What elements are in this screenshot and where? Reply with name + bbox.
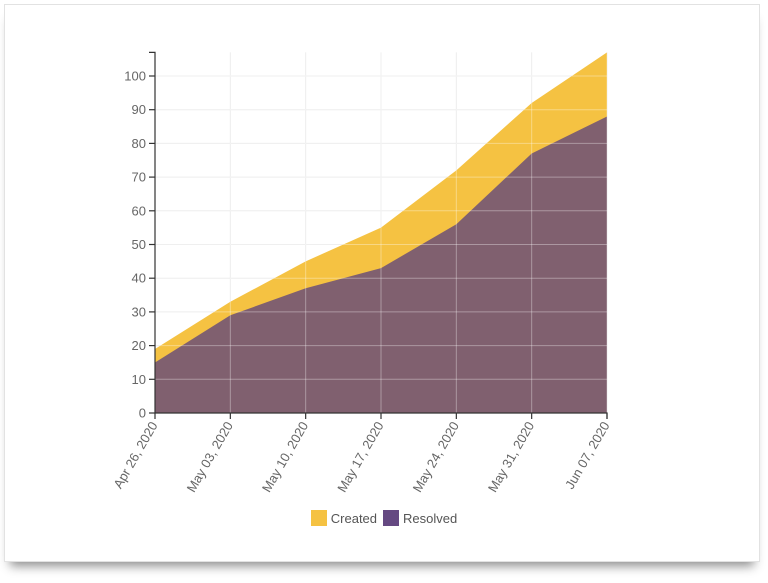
svg-text:0: 0: [139, 406, 146, 421]
svg-text:100: 100: [124, 69, 146, 84]
created-swatch: [310, 510, 327, 526]
svg-text:May 10, 2020: May 10, 2020: [259, 419, 311, 495]
area-resolved: [155, 116, 607, 413]
svg-text:90: 90: [132, 102, 146, 117]
svg-text:10: 10: [132, 372, 146, 387]
svg-text:50: 50: [132, 237, 146, 252]
grid-overlay: [154, 52, 608, 414]
legend-item-created[interactable]: Created: [310, 510, 378, 526]
svg-text:80: 80: [132, 136, 146, 151]
svg-text:70: 70: [132, 170, 146, 185]
x-axis-ticks: Apr 26, 2020 May 03, 2020 May 10, 2020 May …: [110, 413, 613, 495]
legend-label-resolved: Resolved: [403, 510, 458, 526]
svg-text:60: 60: [132, 203, 146, 218]
chart-areas: [155, 52, 607, 413]
svg-text:Apr 26, 2020: Apr 26, 2020: [110, 419, 160, 491]
svg-text:May 31, 2020: May 31, 2020: [485, 419, 537, 495]
svg-text:Jun 07, 2020: Jun 07, 2020: [562, 419, 613, 492]
svg-text:30: 30: [132, 304, 146, 319]
legend: Created Resolved: [0, 510, 768, 526]
svg-text:40: 40: [132, 271, 146, 286]
resolved-swatch: [383, 510, 400, 526]
svg-text:May 03, 2020: May 03, 2020: [184, 419, 236, 495]
svg-text:May 17, 2020: May 17, 2020: [334, 419, 386, 495]
svg-text:May 24, 2020: May 24, 2020: [410, 419, 462, 495]
legend-item-resolved[interactable]: Resolved: [383, 510, 457, 526]
svg-text:20: 20: [132, 338, 146, 353]
legend-label-created: Created: [330, 510, 378, 526]
y-axis-ticks: 0 10 20 30 40 50 60 70 80 90 100: [124, 69, 155, 421]
